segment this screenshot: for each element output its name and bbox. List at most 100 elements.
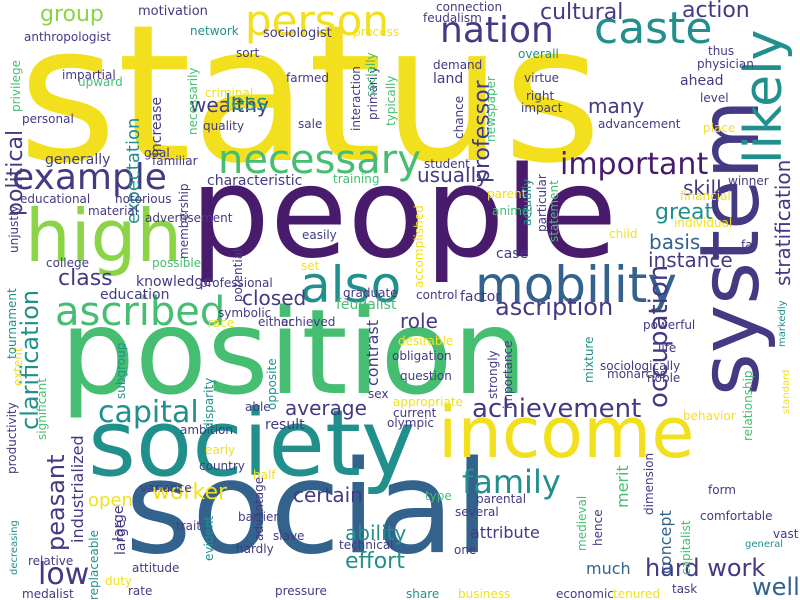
word-socially: socially	[364, 52, 378, 97]
word-cultural: cultural	[540, 0, 624, 25]
word-monarchs: monarchs	[607, 367, 667, 381]
word-symbolic: symbolic	[218, 306, 272, 320]
word-mixture: mixture	[582, 336, 596, 384]
word-criminal: criminal	[205, 86, 254, 100]
word-accomplished: accomplished	[412, 205, 426, 288]
word-closed: closed	[242, 286, 307, 310]
word-rate: rate	[128, 584, 153, 598]
word-relationship: relationship	[741, 370, 755, 441]
word-people: people	[190, 139, 618, 286]
word-feudalist: feudalist	[336, 297, 397, 313]
word-overall: overall	[518, 47, 559, 61]
word-familiar: familiar	[152, 154, 198, 168]
word-contrast: contrast	[363, 320, 382, 386]
word-college: college	[46, 256, 89, 270]
word-place: place	[703, 121, 736, 135]
word-income: income	[438, 392, 695, 474]
word-tournament: tournament	[5, 288, 19, 359]
word-merit: merit	[613, 465, 632, 508]
word-motivation: motivation	[138, 4, 208, 19]
word-right: right	[526, 89, 555, 103]
word-ambition: ambition	[180, 423, 233, 437]
word-less: less	[225, 91, 268, 116]
word-variance: variance	[140, 481, 192, 495]
word-certain: certain	[293, 483, 363, 507]
word-thus: thus	[708, 44, 735, 58]
word-powerful: powerful	[643, 318, 696, 332]
word-medalist: medalist	[22, 587, 74, 600]
word-subgroup: subgroup	[114, 342, 128, 399]
word-pressure: pressure	[275, 584, 327, 598]
word-behavior: behavior	[683, 409, 736, 423]
word-decreasing: decreasing	[9, 520, 20, 575]
word-factor: factor	[460, 289, 502, 305]
word-ahead: ahead	[680, 73, 724, 89]
word-process: process	[353, 25, 400, 39]
word-goal: goal	[144, 146, 170, 160]
word-barrier: barrier	[238, 510, 279, 524]
word-network: network	[190, 24, 239, 38]
word-upward: upward	[78, 75, 123, 89]
word-winner: winner	[728, 174, 769, 188]
word-economic: economic	[556, 587, 614, 600]
word-professional: professional	[200, 276, 273, 290]
word-effort: effort	[345, 549, 405, 574]
word-olympic: olympic	[387, 416, 435, 430]
word-capital: capital	[98, 395, 199, 430]
word-quality: quality	[203, 119, 245, 133]
word-control: control	[416, 288, 458, 302]
word-markedly: markedly	[777, 300, 788, 347]
word-feudalism: feudalism	[423, 11, 482, 25]
word-interaction: interaction	[349, 66, 363, 131]
word-typically: typically	[384, 75, 398, 126]
word-advancement: advancement	[598, 117, 681, 131]
word-high: high	[25, 194, 182, 278]
word-educational: educational	[20, 192, 91, 206]
word-standard: standard	[781, 369, 792, 414]
word-achievement: achievement	[472, 394, 642, 424]
word-duty: duty	[105, 574, 133, 588]
word-potential: potential	[231, 248, 245, 302]
word-noble: noble	[647, 371, 681, 385]
word-ascription: ascription	[495, 293, 614, 321]
word-advantage: advantage	[252, 476, 266, 541]
word-also: also	[300, 256, 402, 314]
word-sociologically: sociologically	[600, 359, 681, 373]
word-usually: usually	[417, 163, 488, 187]
word-peasant: peasant	[42, 454, 70, 551]
word-hence: hence	[591, 509, 605, 546]
word-well: well	[752, 573, 800, 600]
word-newspaper: newspaper	[484, 76, 498, 142]
word-chance: chance	[452, 95, 466, 139]
word-sex: sex	[368, 387, 389, 401]
word-comfortable: comfortable	[700, 509, 773, 523]
word-one: one	[454, 543, 477, 557]
word-evident: evident	[202, 515, 216, 561]
word-share: share	[406, 587, 440, 600]
word-position: position	[60, 283, 528, 421]
word-either: either	[258, 315, 294, 329]
word-concept: concept	[656, 510, 675, 574]
word-impartial: impartial	[62, 68, 116, 82]
word-basis: basis	[649, 230, 701, 254]
word-status: status	[18, 0, 602, 205]
word-relative: relative	[28, 554, 74, 568]
word-parent: parent	[487, 187, 527, 201]
word-hard-work: hard work	[645, 554, 766, 582]
word-half: half	[253, 468, 276, 482]
word-industrialized: industrialized	[68, 435, 87, 543]
word-form: form	[708, 483, 736, 497]
word-far: far	[741, 238, 758, 252]
word-individual: individual	[674, 216, 733, 230]
word-attribute: attribute	[470, 523, 540, 542]
word-large: large	[113, 519, 129, 555]
word-sale: sale	[298, 117, 323, 131]
word-sort: sort	[236, 46, 260, 60]
word-notorious: notorious	[115, 192, 172, 206]
word-low: low	[38, 557, 90, 592]
word-easily: easily	[302, 228, 337, 242]
word-connection: connection	[436, 0, 503, 14]
word-skill: skill	[683, 176, 722, 200]
word-result: result	[265, 417, 305, 433]
